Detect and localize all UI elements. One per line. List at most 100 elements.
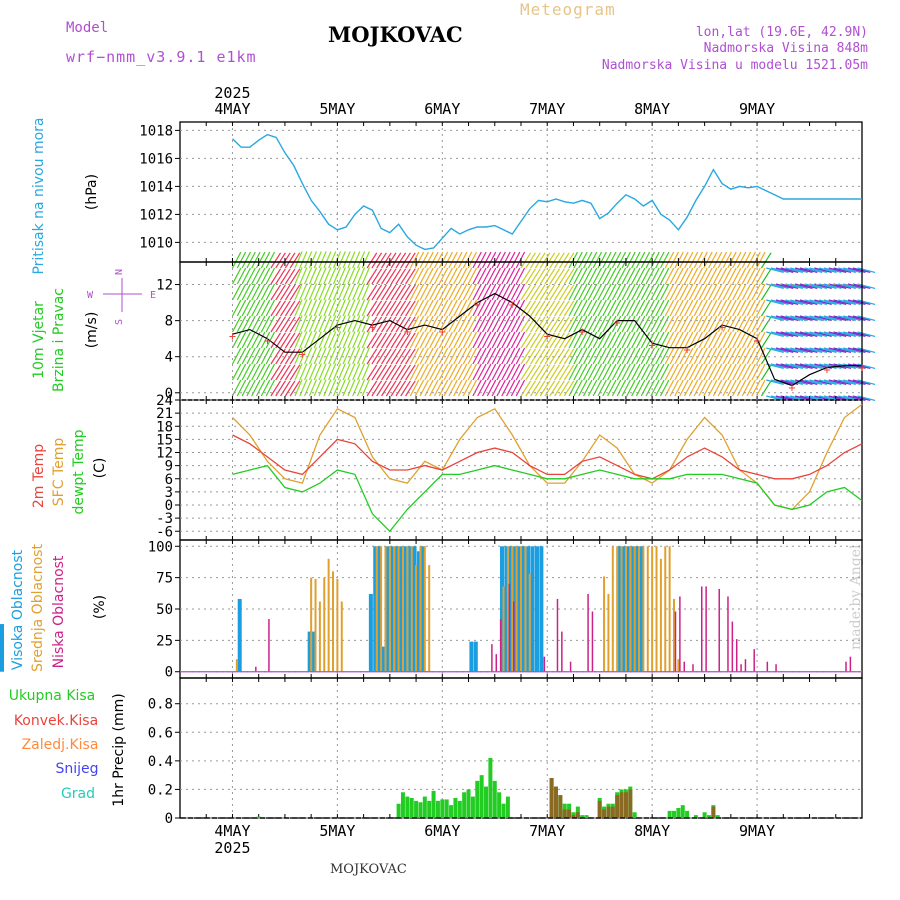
wind-arrow bbox=[756, 331, 766, 349]
wind-arrow bbox=[472, 251, 482, 269]
wind-arrow bbox=[453, 299, 463, 317]
wind-arrow bbox=[453, 347, 463, 365]
wind-arrow bbox=[530, 380, 541, 397]
cloud-mid-bar bbox=[520, 546, 522, 672]
cloud-mid-bar bbox=[419, 546, 422, 672]
wind-arrow bbox=[534, 380, 546, 397]
wind-arrow bbox=[328, 379, 337, 397]
wind-arrow bbox=[414, 315, 425, 333]
wind-arrow bbox=[741, 267, 752, 285]
wind-arrow bbox=[819, 299, 837, 306]
wind-arrow bbox=[260, 379, 271, 397]
wind-arrow bbox=[607, 267, 617, 285]
wind-arrow bbox=[525, 300, 536, 317]
wind-arrow bbox=[419, 379, 429, 397]
wind-arrow bbox=[467, 347, 478, 365]
wind-arrow bbox=[539, 380, 551, 397]
wind-arrow bbox=[409, 347, 420, 365]
wind-arrow bbox=[304, 267, 313, 285]
wind-arrow bbox=[438, 283, 449, 301]
wind-arrow bbox=[838, 315, 856, 322]
wind-arrow bbox=[544, 252, 556, 269]
wind-arrow bbox=[578, 379, 588, 397]
wind-arrow bbox=[809, 379, 828, 386]
date-label-top: 9MAY bbox=[739, 100, 775, 118]
wind-arrow bbox=[602, 363, 612, 381]
precip-total-bar bbox=[440, 799, 445, 818]
wind-arrow bbox=[688, 299, 699, 317]
wind-arrow bbox=[611, 283, 622, 301]
wind-arrow bbox=[433, 299, 444, 317]
wind-arrow bbox=[318, 267, 327, 285]
wind-arrow bbox=[443, 379, 453, 397]
cloud-low-bar bbox=[495, 654, 498, 672]
wind-arrow bbox=[506, 283, 516, 301]
wind-arrow bbox=[534, 252, 546, 269]
wind-arrow bbox=[318, 283, 327, 301]
cloud-high-bar bbox=[513, 546, 518, 672]
wind-arrow bbox=[790, 331, 808, 338]
wind-arrow bbox=[294, 251, 303, 269]
wind-arrow bbox=[587, 299, 598, 317]
wind-arrow bbox=[582, 267, 593, 285]
wind-arrow bbox=[472, 315, 482, 333]
wind-arrow bbox=[616, 347, 627, 365]
precip-total-bar bbox=[405, 796, 410, 818]
wind-arrow bbox=[640, 379, 651, 397]
cloud-mid-bar bbox=[393, 546, 396, 672]
wind-arrow bbox=[573, 283, 583, 301]
wind-arrow bbox=[626, 379, 636, 397]
wind-arrow bbox=[669, 299, 680, 317]
wind-arrow bbox=[819, 363, 837, 370]
wind-arrow bbox=[683, 283, 694, 301]
wind-arrow bbox=[323, 347, 332, 365]
wind-arrow bbox=[814, 331, 832, 338]
wind-gust-marker: + bbox=[474, 298, 481, 312]
wind-arrow bbox=[347, 315, 356, 333]
wind-arrow bbox=[770, 331, 789, 338]
wind-arrow bbox=[299, 315, 308, 333]
wind-arrow bbox=[390, 332, 402, 349]
wind-arrow bbox=[554, 268, 565, 285]
cloud-high-bar bbox=[504, 546, 509, 672]
wind-arrow bbox=[775, 363, 794, 370]
wind-arrow bbox=[785, 267, 804, 274]
wind-arrow bbox=[414, 299, 425, 317]
wind-arrow bbox=[833, 379, 852, 386]
wind-arrow bbox=[381, 268, 392, 285]
wind-arrow bbox=[506, 379, 516, 397]
date-label-top: 4MAY bbox=[214, 100, 250, 118]
wind-arrow bbox=[655, 267, 665, 285]
wind-arrow bbox=[838, 267, 856, 274]
wind-arrow bbox=[655, 379, 665, 397]
wind-arrow bbox=[563, 252, 575, 269]
wind-arrow bbox=[429, 363, 439, 381]
wind-arrow bbox=[260, 299, 271, 317]
wind-arrow bbox=[395, 332, 407, 349]
wind-arrow bbox=[477, 299, 487, 317]
wind-arrow bbox=[736, 379, 747, 397]
wind-arrow bbox=[804, 315, 823, 322]
wind-arrow bbox=[270, 364, 282, 381]
cloud-mid-bar bbox=[384, 546, 387, 672]
wind-arrow bbox=[289, 316, 301, 333]
wind-arrow bbox=[414, 363, 425, 381]
wind-arrow bbox=[515, 299, 526, 317]
wind-arrow bbox=[236, 267, 247, 285]
cloud-mid-bar bbox=[340, 601, 343, 672]
wind-arrow bbox=[582, 251, 593, 269]
precip-total-bar bbox=[680, 805, 685, 818]
wind-arrow bbox=[833, 283, 852, 290]
wind-arrow bbox=[611, 331, 622, 349]
wind-arrow bbox=[578, 251, 588, 269]
wind-arrow bbox=[602, 267, 612, 285]
wind-arrow bbox=[804, 299, 823, 306]
wind-arrow bbox=[294, 379, 303, 397]
wind-arrow bbox=[712, 331, 723, 349]
cloud-mid-bar bbox=[375, 546, 378, 672]
wind-arrow bbox=[342, 299, 351, 317]
wind-arrow bbox=[626, 251, 636, 269]
wind-arrow bbox=[611, 379, 622, 397]
wind-arrow bbox=[602, 347, 612, 365]
wind-arrow bbox=[457, 379, 468, 397]
